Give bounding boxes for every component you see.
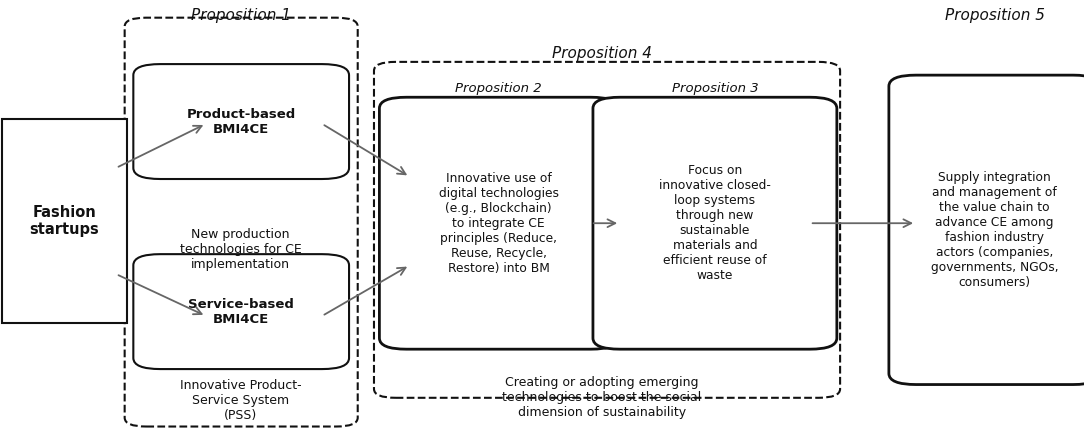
Text: Product-based
BMI4CE: Product-based BMI4CE [186,107,296,136]
Text: Supply integration
and management of
the value chain to
advance CE among
fashion: Supply integration and management of the… [931,171,1058,289]
Text: Proposition 3: Proposition 3 [672,82,759,95]
Text: Focus on
innovative closed-
loop systems
through new
sustainable
materials and
e: Focus on innovative closed- loop systems… [659,164,771,282]
Text: Innovative use of
digital technologies
(e.g., Blockchain)
to integrate CE
princi: Innovative use of digital technologies (… [439,171,558,275]
FancyBboxPatch shape [133,254,349,369]
Text: Proposition 1: Proposition 1 [191,8,291,23]
Text: Service-based
BMI4CE: Service-based BMI4CE [189,297,294,326]
FancyBboxPatch shape [379,97,618,349]
FancyBboxPatch shape [593,97,837,349]
FancyBboxPatch shape [133,64,349,179]
Text: Innovative Product-
Service System
(PSS): Innovative Product- Service System (PSS) [180,378,301,422]
FancyBboxPatch shape [889,75,1084,385]
Text: Fashion
startups: Fashion startups [29,205,100,237]
Text: Proposition 5: Proposition 5 [945,8,1045,23]
Text: New production
technologies for CE
implementation: New production technologies for CE imple… [180,228,301,271]
Text: Proposition 4: Proposition 4 [552,46,651,61]
FancyBboxPatch shape [2,119,127,323]
Text: Creating or adopting emerging
technologies to boost the social
dimension of sust: Creating or adopting emerging technologi… [502,376,701,419]
Text: Proposition 2: Proposition 2 [455,82,542,95]
